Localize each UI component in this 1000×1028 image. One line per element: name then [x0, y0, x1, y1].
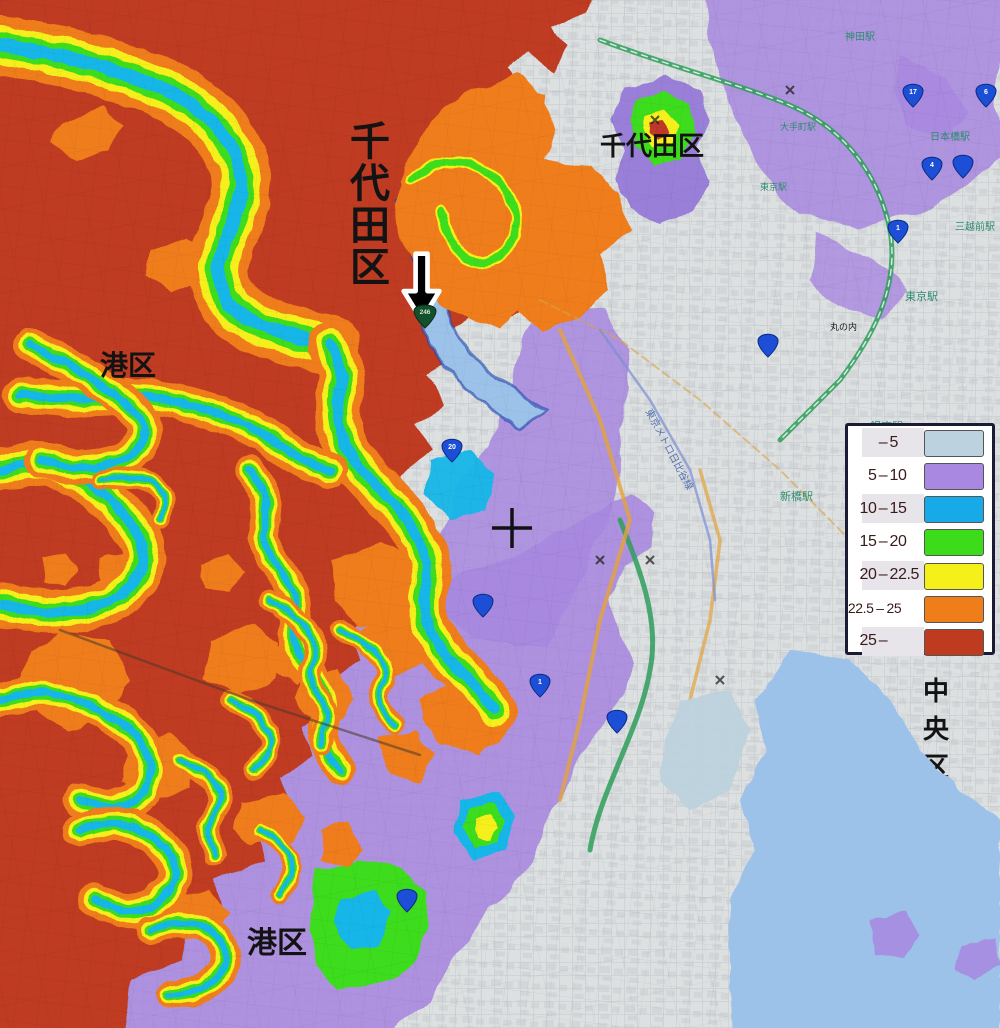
svg-text:1: 1 [896, 225, 900, 232]
svg-text:代: 代 [349, 162, 390, 206]
svg-text:中: 中 [923, 676, 949, 706]
svg-text:港区: 港区 [100, 350, 156, 381]
svg-text:新橋駅: 新橋駅 [780, 489, 813, 503]
svg-text:三越前駅: 三越前駅 [955, 220, 995, 233]
svg-text:246: 246 [420, 309, 431, 316]
svg-text:4: 4 [930, 162, 934, 169]
svg-text:千代田区: 千代田区 [600, 131, 704, 161]
svg-text:区: 区 [350, 246, 390, 290]
svg-text:央: 央 [923, 714, 950, 744]
svg-text:千: 千 [350, 120, 390, 164]
svg-text:大手町駅: 大手町駅 [780, 121, 816, 132]
svg-text:6: 6 [984, 89, 988, 96]
svg-text:東京駅: 東京駅 [760, 181, 787, 192]
svg-text:神田駅: 神田駅 [845, 30, 875, 43]
svg-text:1: 1 [538, 679, 542, 686]
svg-text:日本橋駅: 日本橋駅 [930, 130, 970, 143]
svg-text:丸の内: 丸の内 [830, 321, 857, 332]
svg-text:20: 20 [448, 444, 456, 451]
svg-text:17: 17 [909, 89, 917, 96]
svg-text:田: 田 [350, 204, 390, 248]
svg-text:東京駅: 東京駅 [905, 289, 938, 303]
svg-text:港区: 港区 [247, 927, 307, 960]
